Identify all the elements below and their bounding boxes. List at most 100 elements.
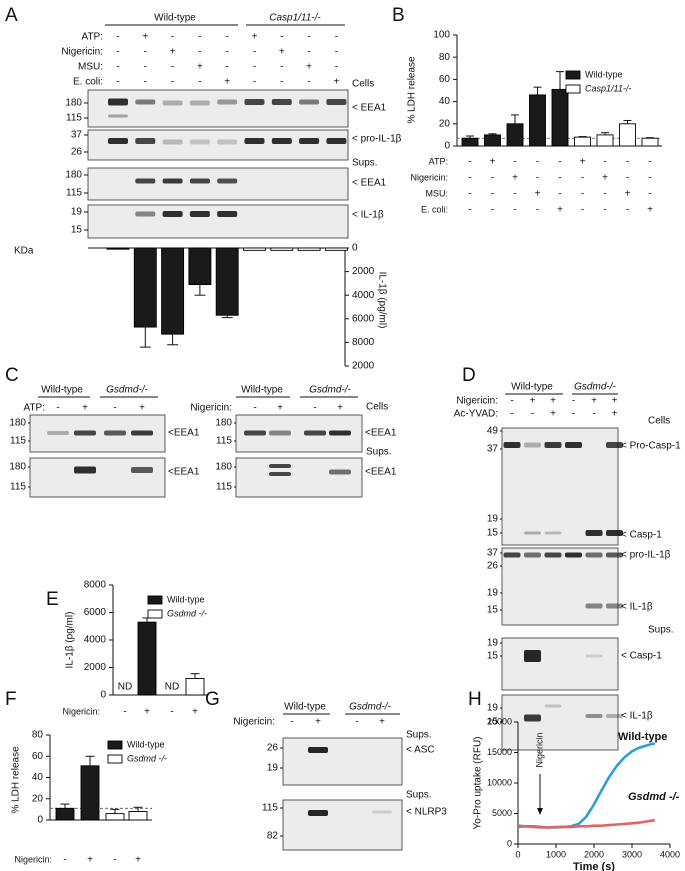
section-label: Sups. bbox=[352, 158, 378, 169]
treatment-sign: - bbox=[581, 189, 584, 200]
mw-marker: 15 bbox=[71, 225, 83, 236]
band-label: <EEA1 bbox=[365, 467, 397, 478]
y-tick-label: 60 bbox=[32, 751, 44, 762]
treatment-sign: - bbox=[468, 189, 471, 200]
legend-swatch bbox=[147, 609, 163, 619]
blot-band bbox=[565, 552, 582, 558]
y-tick-label: 0 bbox=[37, 815, 43, 826]
mw-marker: 37 bbox=[487, 548, 499, 559]
legend-label: Casp1/11-/- bbox=[585, 83, 631, 93]
bar bbox=[188, 247, 212, 286]
group-label: Casp1/11-/- bbox=[269, 13, 321, 24]
blot-band bbox=[524, 552, 541, 558]
treatment-sign: + bbox=[306, 62, 312, 73]
treatment-sign: - bbox=[198, 32, 201, 43]
section-label: Cells bbox=[366, 402, 388, 413]
x-axis-label: Time (s) bbox=[573, 861, 615, 871]
treatment-sign: + bbox=[170, 47, 176, 58]
blot-membrane bbox=[282, 737, 403, 786]
treatment-sign: + bbox=[557, 205, 563, 216]
treatment-sign: - bbox=[468, 205, 471, 216]
x-tick-label: 0 bbox=[515, 849, 520, 859]
treatment-sign: - bbox=[558, 157, 561, 168]
mw-marker: 115 bbox=[10, 482, 26, 493]
treatment-sign: - bbox=[626, 173, 629, 184]
bar bbox=[461, 137, 479, 147]
series-label: Wild-type bbox=[618, 731, 667, 743]
annotation: ND bbox=[118, 682, 132, 693]
blot-membrane bbox=[87, 129, 349, 161]
treatment-sign: - bbox=[253, 403, 256, 414]
blot-band bbox=[326, 99, 347, 105]
bar bbox=[506, 123, 524, 147]
treatment-sign: - bbox=[648, 173, 651, 184]
y-tick-label: 6000 bbox=[352, 313, 375, 324]
treatment-sign: - bbox=[253, 77, 256, 88]
panel-letter: F bbox=[5, 689, 17, 710]
treatment-sign: + bbox=[535, 189, 541, 200]
treatment-sign: - bbox=[491, 205, 494, 216]
y-tick-label: 0 bbox=[352, 243, 358, 254]
treatment-sign: - bbox=[531, 409, 534, 420]
blot-membrane bbox=[501, 694, 619, 751]
treatment-sign: + bbox=[602, 173, 608, 184]
y-tick-label: 20 bbox=[32, 793, 44, 804]
band-label: < Casp-1 bbox=[621, 530, 662, 541]
treatment-sign: + bbox=[144, 707, 150, 718]
treatment-sign: - bbox=[280, 32, 283, 43]
annotation: ND bbox=[165, 682, 179, 693]
legend-swatch bbox=[107, 740, 123, 750]
mw-marker: 26 bbox=[71, 147, 83, 158]
blot-band bbox=[585, 714, 603, 718]
blot-band bbox=[326, 138, 347, 144]
y-tick-label: 0 bbox=[444, 141, 450, 152]
treatment-sign: - bbox=[648, 157, 651, 168]
mw-marker: 180 bbox=[65, 170, 82, 181]
blot-band bbox=[108, 138, 128, 144]
treatment-sign: + bbox=[139, 403, 145, 414]
bar bbox=[137, 621, 157, 696]
section-label: Cells bbox=[352, 79, 374, 90]
band-label: <EEA1 bbox=[168, 467, 200, 478]
y-tick-label: 80 bbox=[32, 730, 44, 741]
blot-band bbox=[503, 552, 521, 558]
group-label: Gsdmd-/- bbox=[349, 702, 391, 713]
treatment-label: ATP: bbox=[24, 403, 45, 414]
treatment-sign: - bbox=[116, 32, 119, 43]
treatment-sign: - bbox=[56, 403, 59, 414]
treatment-sign: - bbox=[171, 77, 174, 88]
treatment-sign: - bbox=[113, 855, 116, 866]
mw-marker: 15 bbox=[487, 528, 499, 539]
treatment-sign: - bbox=[198, 77, 201, 88]
legend-swatch bbox=[107, 754, 123, 764]
treatment-sign: - bbox=[313, 403, 316, 414]
band-label: < Casp-1 bbox=[621, 651, 662, 662]
blot-band bbox=[304, 430, 326, 436]
blot-band bbox=[217, 99, 238, 105]
y-tick-label: 0 bbox=[100, 690, 106, 701]
treatment-label: Nigericin: bbox=[456, 396, 498, 407]
x-tick-label: 1000 bbox=[546, 849, 566, 859]
blot-band bbox=[544, 552, 562, 558]
blot-band bbox=[135, 99, 156, 105]
treatment-sign: - bbox=[581, 173, 584, 184]
band-label: <EEA1 bbox=[168, 428, 200, 439]
treatment-sign: - bbox=[335, 47, 338, 58]
legend-label: Wild-type bbox=[167, 594, 205, 604]
blot-band bbox=[524, 714, 541, 722]
bar bbox=[529, 94, 546, 147]
treatment-sign: - bbox=[603, 189, 606, 200]
mw-marker: 115 bbox=[66, 188, 82, 199]
panel-letter: C bbox=[5, 365, 19, 386]
y-axis-label: % LDH release bbox=[407, 56, 418, 124]
treatment-sign: + bbox=[135, 855, 141, 866]
treatment-sign: - bbox=[307, 47, 310, 58]
treatment-sign: - bbox=[603, 205, 606, 216]
blot-band bbox=[299, 99, 320, 105]
group-label: Wild-type bbox=[284, 702, 326, 713]
blot-band bbox=[162, 100, 183, 106]
mw-marker: 37 bbox=[71, 130, 83, 141]
treatment-sign: + bbox=[82, 403, 88, 414]
blot-band bbox=[217, 211, 238, 217]
